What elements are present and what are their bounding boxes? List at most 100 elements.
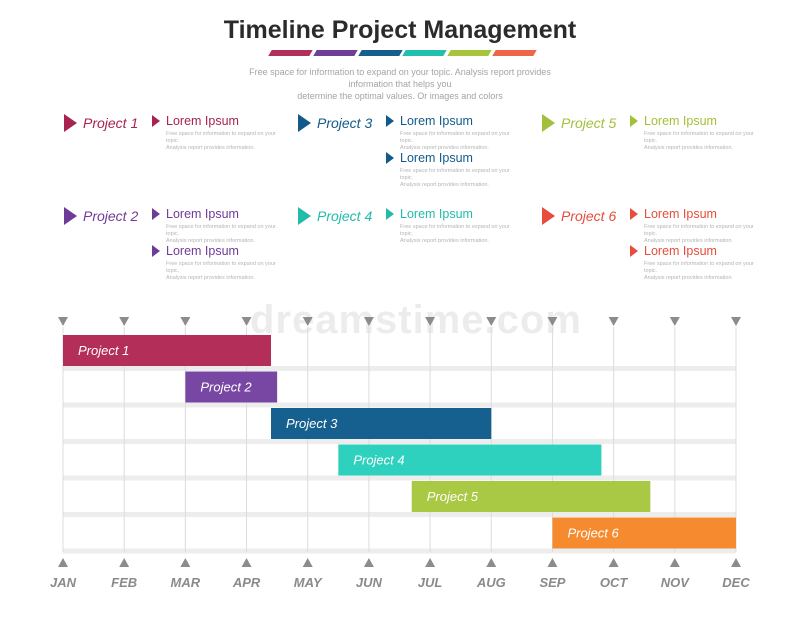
gantt-bar-label: Project 4 (353, 453, 404, 468)
gantt-bar-label: Project 1 (78, 343, 129, 358)
legend-item: Lorem Ipsum Free space for information to… (386, 151, 510, 189)
subtitle-line-1: Free space for information to expand on … (249, 67, 551, 89)
month-tick-label: AUG (476, 575, 506, 590)
legend-item-desc-line-2: Analysis report provides information. (166, 145, 255, 151)
play-triangle-icon (152, 245, 160, 257)
play-triangle-icon (630, 208, 638, 220)
legend-project-1: Project 1 (64, 114, 138, 132)
down-triangle-icon (119, 317, 130, 326)
down-triangle-icon (547, 317, 558, 326)
legend-item: Lorem Ipsum Free space for information to… (386, 207, 510, 245)
gantt-bar-label: Project 3 (286, 416, 338, 431)
page-subtitle: Free space for information to expand on … (230, 66, 570, 102)
down-triangle-icon (241, 317, 252, 326)
row-shadow (63, 475, 736, 481)
play-triangle-icon (64, 114, 77, 132)
gantt-bar-label: Project 6 (567, 526, 619, 541)
legend-item-description: Free space for information to expand on … (644, 224, 754, 245)
legend-item-title: Lorem Ipsum (400, 151, 473, 165)
legend-item-title: Lorem Ipsum (166, 114, 239, 128)
gantt-bar-label: Project 2 (200, 380, 252, 395)
play-triangle-icon (542, 207, 555, 225)
month-tick-label: JAN (50, 575, 77, 590)
legend-item-description: Free space for information to expand on … (166, 261, 276, 282)
gantt-bar (338, 444, 602, 476)
row-shadow (63, 366, 736, 371)
legend-item-desc-line-2: Analysis report provides information. (166, 275, 255, 281)
legend-item-desc-line-1: Free space for information to expand on … (166, 131, 276, 144)
legend-project-3: Project 3 (298, 114, 372, 132)
legend-item-title: Lorem Ipsum (644, 244, 717, 258)
down-triangle-icon (58, 317, 68, 326)
legend-item-desc-line-1: Free space for information to expand on … (400, 168, 510, 181)
play-triangle-icon (386, 208, 394, 220)
down-triangle-icon (608, 317, 619, 326)
down-triangle-icon (180, 317, 191, 326)
legend-project-label: Project 3 (317, 115, 373, 131)
month-tick-label: FEB (111, 575, 137, 590)
down-triangle-icon (363, 317, 374, 326)
gantt-bar (185, 371, 278, 403)
row-shadow (63, 512, 736, 517)
up-triangle-icon (731, 558, 741, 567)
legend-item-desc-line-2: Analysis report provides information. (400, 182, 489, 188)
legend-item-desc-line-1: Free space for information to expand on … (644, 224, 754, 237)
legend-item-description: Free space for information to expand on … (166, 131, 276, 152)
month-tick-label: MAR (171, 575, 201, 590)
legend-item-title: Lorem Ipsum (644, 114, 717, 128)
legend-item-desc-line-2: Analysis report provides information. (400, 238, 489, 244)
legend-project-label: Project 5 (561, 115, 617, 131)
month-tick-label: OCT (600, 575, 629, 590)
legend-item: Lorem Ipsum Free space for information to… (152, 244, 276, 282)
legend-project-label: Project 2 (83, 208, 139, 224)
down-triangle-icon (669, 317, 680, 326)
month-tick-label: APR (232, 575, 261, 590)
legend-item-description: Free space for information to expand on … (166, 224, 276, 245)
page-title: Timeline Project Management (223, 16, 577, 44)
play-triangle-icon (630, 245, 638, 257)
legend-item-desc-line-1: Free space for information to expand on … (644, 261, 754, 274)
legend-item-desc-line-2: Analysis report provides information. (400, 145, 489, 151)
legend-project-2: Project 2 (64, 207, 138, 225)
gantt-bar (411, 481, 651, 512)
play-triangle-icon (298, 114, 311, 132)
play-triangle-icon (152, 115, 160, 127)
legend-item: Lorem Ipsum Free space for information to… (152, 114, 276, 152)
month-tick-label: DEC (722, 575, 750, 590)
legend-item-description: Free space for information to expand on … (400, 168, 510, 189)
gantt-bar (63, 335, 272, 366)
legend-project-label: Project 4 (317, 208, 373, 224)
legend-item-desc-line-2: Analysis report provides information. (166, 238, 255, 244)
legend-project-label: Project 1 (83, 115, 139, 131)
legend-project-4: Project 4 (298, 207, 372, 225)
legend-item-title: Lorem Ipsum (166, 244, 239, 258)
up-triangle-icon (363, 558, 374, 567)
row-shadow (63, 402, 736, 408)
row-shadow (63, 439, 736, 444)
row-shadow (63, 548, 736, 554)
down-triangle-icon (731, 317, 741, 326)
legend-item-desc-line-1: Free space for information to expand on … (166, 261, 276, 274)
subtitle-line-2: determine the optimal values. Or images … (297, 91, 503, 101)
legend-project-6: Project 6 (542, 207, 616, 225)
up-triangle-icon (669, 558, 680, 567)
up-triangle-icon (58, 558, 68, 567)
month-tick-label: JUN (356, 575, 383, 590)
legend-item: Lorem Ipsum Free space for information to… (386, 114, 510, 152)
play-triangle-icon (152, 208, 160, 220)
legend-item: Lorem Ipsum Free space for information to… (630, 244, 754, 282)
down-triangle-icon (425, 317, 436, 326)
up-triangle-icon (119, 558, 130, 567)
up-triangle-icon (486, 558, 497, 567)
legend-item-description: Free space for information to expand on … (400, 131, 510, 152)
up-triangle-icon (608, 558, 619, 567)
up-triangle-icon (302, 558, 313, 567)
legend-item-desc-line-1: Free space for information to expand on … (644, 131, 754, 144)
play-triangle-icon (298, 207, 311, 225)
play-triangle-icon (630, 115, 638, 127)
legend-item: Lorem Ipsum Free space for information to… (630, 114, 754, 152)
legend-item-title: Lorem Ipsum (400, 207, 473, 221)
month-tick-label: SEP (539, 575, 565, 590)
up-triangle-icon (241, 558, 252, 567)
